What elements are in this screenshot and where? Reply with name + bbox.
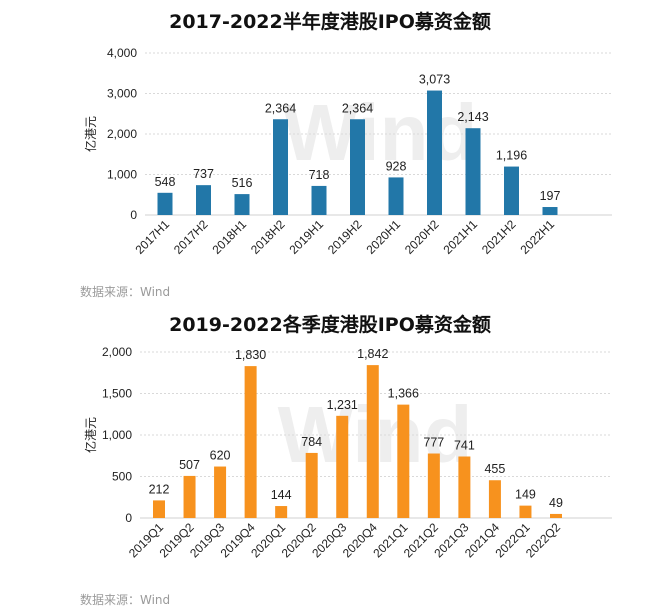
data-label: 548 bbox=[155, 175, 176, 189]
bar-2020H1 bbox=[388, 177, 404, 215]
source-note: 数据来源：Wind bbox=[80, 284, 170, 299]
data-label: 741 bbox=[454, 438, 475, 452]
data-label: 1,830 bbox=[235, 348, 266, 362]
bar-2020Q1 bbox=[275, 506, 288, 518]
data-label: 784 bbox=[301, 435, 322, 449]
bar-2018H1 bbox=[234, 194, 250, 215]
bar-2020H2 bbox=[427, 90, 442, 215]
y-tick-label: 0 bbox=[130, 208, 137, 222]
y-tick-label: 3,000 bbox=[107, 87, 137, 101]
data-label: 3,073 bbox=[419, 73, 450, 87]
x-tick-label: 2021H1 bbox=[440, 217, 480, 257]
data-label: 1,366 bbox=[388, 387, 419, 401]
data-label: 2,143 bbox=[457, 110, 488, 124]
y-tick-label: 1,000 bbox=[107, 168, 137, 182]
bar-2020Q2 bbox=[305, 452, 318, 518]
bar-2021Q2 bbox=[427, 453, 440, 518]
bar-2020Q3 bbox=[336, 415, 349, 518]
y-tick-label: 4,000 bbox=[107, 46, 137, 60]
bar-2020Q4 bbox=[366, 365, 379, 518]
watermark: Wind bbox=[283, 88, 478, 177]
y-tick-label: 0 bbox=[125, 511, 132, 525]
x-tick-label: 2019H2 bbox=[325, 217, 365, 257]
data-label: 197 bbox=[540, 189, 561, 203]
bar-2019Q1 bbox=[153, 500, 165, 518]
data-label: 455 bbox=[484, 462, 505, 476]
chart-2: Wind2019-2022各季度港股IPO募资金额05001,0001,5002… bbox=[80, 313, 612, 607]
data-label: 718 bbox=[309, 168, 330, 182]
data-label: 49 bbox=[549, 496, 563, 510]
bar-2019Q4 bbox=[244, 366, 257, 518]
x-tick-label: 2022H1 bbox=[517, 217, 557, 257]
chart-title: 2019-2022各季度港股IPO募资金额 bbox=[169, 313, 491, 336]
x-tick-label: 2020H1 bbox=[363, 217, 403, 257]
data-label: 516 bbox=[232, 176, 253, 190]
bar-2021H2 bbox=[504, 166, 519, 215]
bar-2022H1 bbox=[542, 207, 558, 215]
bar-2019H1 bbox=[311, 185, 327, 215]
data-label: 620 bbox=[210, 449, 231, 463]
bar-2022Q1 bbox=[519, 505, 532, 518]
bar-2021H1 bbox=[465, 128, 481, 215]
x-tick-label: 2017H1 bbox=[132, 217, 172, 257]
bar-2019Q3 bbox=[214, 466, 227, 518]
x-tick-label: 2020H2 bbox=[402, 217, 442, 257]
y-tick-label: 2,000 bbox=[102, 345, 132, 359]
x-tick-label: 2022Q2 bbox=[523, 520, 563, 560]
data-label: 2,364 bbox=[265, 101, 296, 115]
bar-2018H2 bbox=[273, 119, 288, 215]
bar-2021Q4 bbox=[488, 480, 501, 518]
bar-2021Q1 bbox=[397, 404, 410, 518]
data-label: 777 bbox=[423, 436, 444, 450]
data-label: 1,231 bbox=[327, 398, 358, 412]
data-label: 212 bbox=[149, 482, 170, 496]
data-label: 1,196 bbox=[496, 149, 527, 163]
data-label: 507 bbox=[179, 458, 200, 472]
y-tick-label: 1,000 bbox=[102, 428, 132, 442]
chart-title: 2017-2022半年度港股IPO募资金额 bbox=[169, 10, 491, 33]
bar-2017H1 bbox=[157, 192, 173, 215]
y-tick-label: 500 bbox=[112, 470, 132, 484]
y-tick-label: 2,000 bbox=[107, 127, 137, 141]
bar-2019Q2 bbox=[183, 475, 196, 518]
data-label: 144 bbox=[271, 488, 292, 502]
data-label: 737 bbox=[193, 167, 214, 181]
data-label: 1,842 bbox=[357, 347, 388, 361]
y-tick-label: 1,500 bbox=[102, 387, 132, 401]
x-tick-label: 2019H1 bbox=[286, 217, 326, 257]
data-label: 149 bbox=[515, 488, 536, 502]
x-tick-label: 2021H2 bbox=[479, 217, 519, 257]
bar-2017H2 bbox=[196, 185, 211, 215]
chart-1: Wind 2017-2022半年度港股IPO募资金额 0 1,000 2,000 3,00… bbox=[80, 10, 612, 299]
y-axis-label: 亿港元 bbox=[83, 116, 98, 152]
source-note: 数据来源：Wind bbox=[80, 592, 170, 607]
data-label: 928 bbox=[386, 159, 407, 173]
x-tick-label: 2018H2 bbox=[248, 217, 288, 257]
x-tick-label: 2018H1 bbox=[209, 217, 249, 257]
bar-2019H2 bbox=[350, 119, 365, 215]
y-axis-label: 亿港元 bbox=[83, 417, 98, 453]
bar-2022Q2 bbox=[550, 513, 562, 518]
data-label: 2,364 bbox=[342, 101, 373, 115]
bar-2021Q3 bbox=[458, 456, 471, 518]
x-tick-label: 2017H2 bbox=[171, 217, 211, 257]
